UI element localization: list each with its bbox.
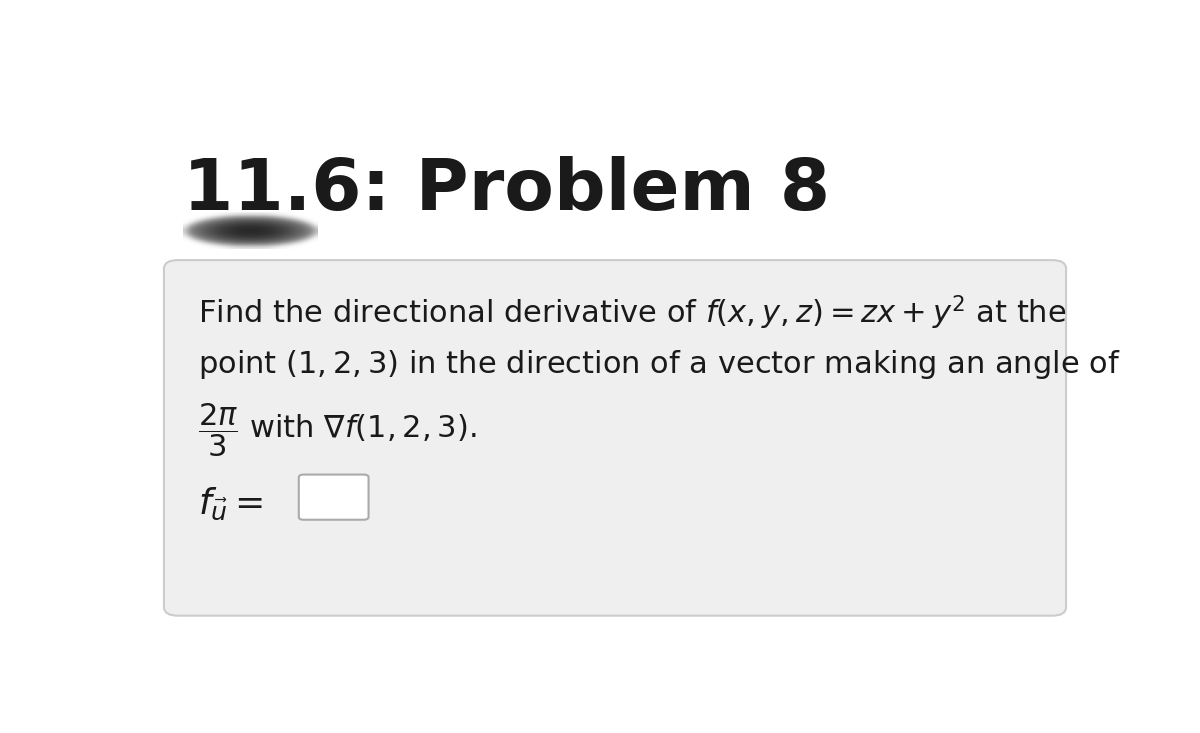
Text: Find the directional derivative of $f(x, y, z) = zx + y^2$ at the: Find the directional derivative of $f(x,…	[198, 294, 1067, 333]
Text: $f_{\vec{u}} =$: $f_{\vec{u}} =$	[198, 486, 264, 522]
Text: $\dfrac{2\pi}{3}$ with $\nabla f(1, 2, 3)$.: $\dfrac{2\pi}{3}$ with $\nabla f(1, 2, 3…	[198, 401, 476, 459]
FancyBboxPatch shape	[299, 474, 368, 520]
Text: 11.6: Problem 8: 11.6: Problem 8	[182, 155, 829, 225]
FancyBboxPatch shape	[164, 260, 1066, 616]
Text: point $(1, 2, 3)$ in the direction of a vector making an angle of: point $(1, 2, 3)$ in the direction of a …	[198, 347, 1121, 380]
